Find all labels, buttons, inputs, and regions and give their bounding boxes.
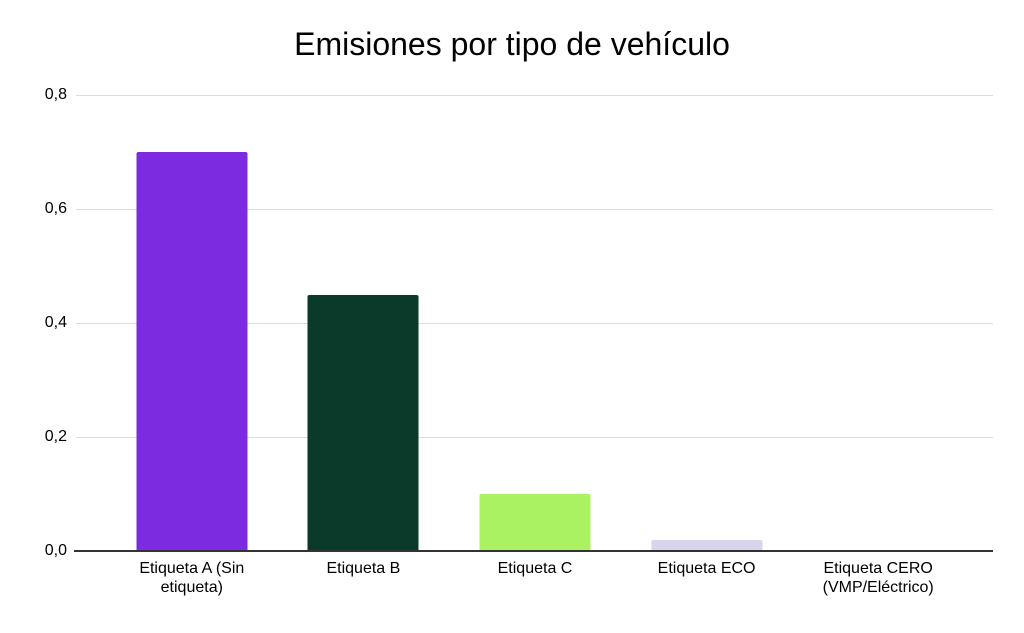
y-tick-label: 0,0 [44,542,67,559]
y-tick-label: 0,6 [44,200,67,217]
gridline [76,437,993,438]
plot-area [74,95,993,552]
x-axis-label-text: Etiqueta C [497,560,573,577]
x-axis-label: Etiqueta C [449,559,621,597]
x-axis-label-text: Etiqueta A (Sin etiqueta) [139,560,245,596]
bar-band [106,95,278,551]
x-axis-label: Etiqueta A (Sin etiqueta) [106,559,278,597]
gridline [76,323,993,324]
bar-band [792,95,964,551]
x-axis-label: Etiqueta CERO (VMP/Eléctrico) [792,559,964,597]
x-axis-label: Etiqueta ECO [621,559,793,597]
bar-band [449,95,621,551]
x-axis-line [74,550,993,552]
x-axis-label: Etiqueta B [278,559,450,597]
y-axis-ticks: 0,0 0,2 0,4 0,6 0,8 [0,87,67,559]
bar [651,539,763,551]
gridline [76,95,993,96]
y-tick-label: 0,2 [44,428,67,445]
bar-band [621,95,793,551]
y-tick-label: 0,8 [44,86,67,103]
bar [479,494,591,551]
bar-band [278,95,450,551]
x-axis-label-text: Etiqueta B [326,560,401,577]
bar [136,152,248,551]
chart-title: Emisiones por tipo de vehículo [294,26,730,62]
bars-track [106,95,964,551]
x-axis-label-text: Etiqueta ECO [657,560,756,577]
x-axis-label-text: Etiqueta CERO (VMP/Eléctrico) [822,560,934,596]
x-axis-labels: Etiqueta A (Sin etiqueta) Etiqueta B Etiqu… [106,559,964,597]
bar [307,294,419,551]
gridline [76,209,993,210]
y-tick-label: 0,4 [44,314,67,331]
